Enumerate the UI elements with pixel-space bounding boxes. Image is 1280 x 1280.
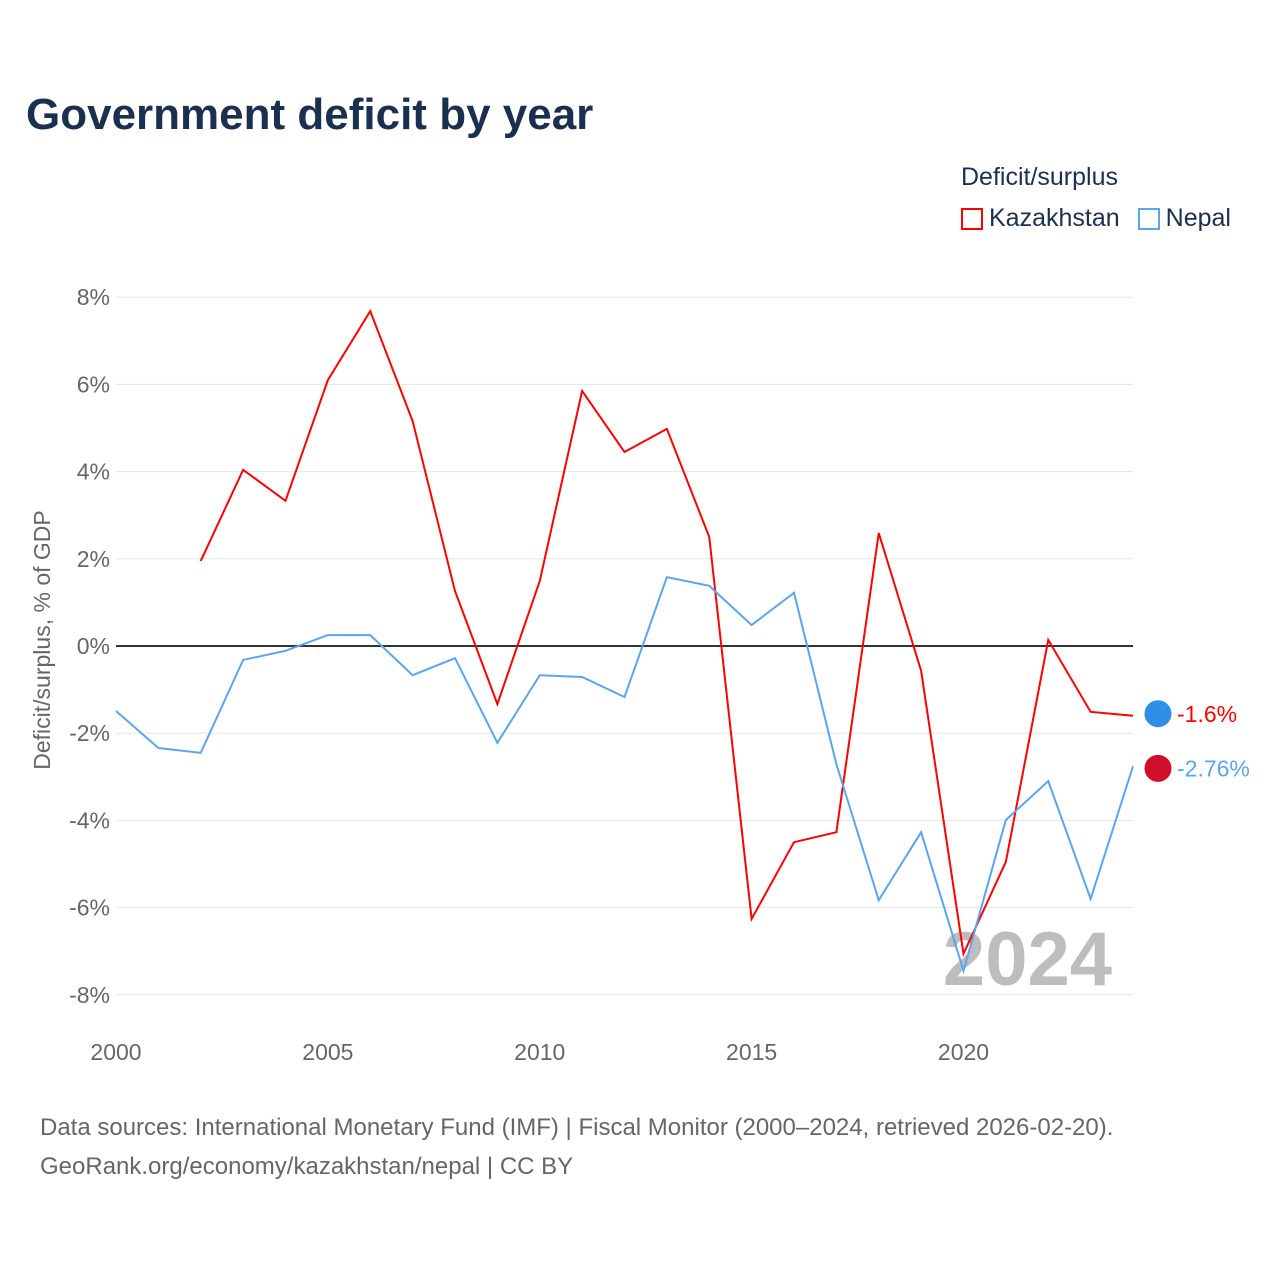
legend-item-nepal[interactable]: Nepal [1137,204,1231,233]
legend-label: Kazakhstan [989,204,1120,232]
legend-label: Nepal [1165,204,1231,232]
legend-title: Deficit/surplus [961,163,1118,191]
y-tick-label: 0% [77,633,110,659]
y-tick-label: -2% [69,720,110,746]
end-value-label: -2.76% [1177,755,1250,781]
x-tick-label: 2020 [938,1039,989,1065]
legend-swatch-kazakhstan [961,207,983,230]
x-tick-label: 2000 [90,1039,141,1065]
source-line: Data sources: International Monetary Fun… [40,1114,1114,1141]
y-tick-label: 4% [77,459,110,485]
y-tick-label: 2% [77,546,110,572]
y-tick-label: -8% [69,982,110,1008]
flag-icon-kazakhstan [1143,699,1173,729]
x-tick-label: 2005 [302,1039,353,1065]
chart-title: Government deficit by year [26,90,594,139]
flag-icon-nepal [1143,753,1173,783]
legend-swatch-nepal [1137,207,1160,230]
legend-item-kazakhstan[interactable]: Kazakhstan [961,204,1120,233]
x-tick-label: 2015 [726,1039,777,1065]
y-tick-label: -4% [69,807,110,833]
legend: Kazakhstan Nepal [961,204,1231,233]
year-watermark: 2024 [943,917,1112,1002]
x-tick-label: 2010 [514,1039,565,1065]
end-value-label: -1.6% [1177,701,1237,727]
y-tick-label: 6% [77,371,110,397]
y-tick-label: 8% [77,284,110,310]
series-line-nepal [115,575,1134,975]
series-line-kazakhstan [199,308,1134,958]
source-line: GeoRank.org/economy/kazakhstan/nepal | C… [40,1153,574,1180]
source-note: Data sources: International Monetary Fun… [40,1108,1113,1186]
y-tick-label: -6% [69,895,110,921]
y-axis-label: Deficit/surplus, % of GDP [29,510,55,769]
